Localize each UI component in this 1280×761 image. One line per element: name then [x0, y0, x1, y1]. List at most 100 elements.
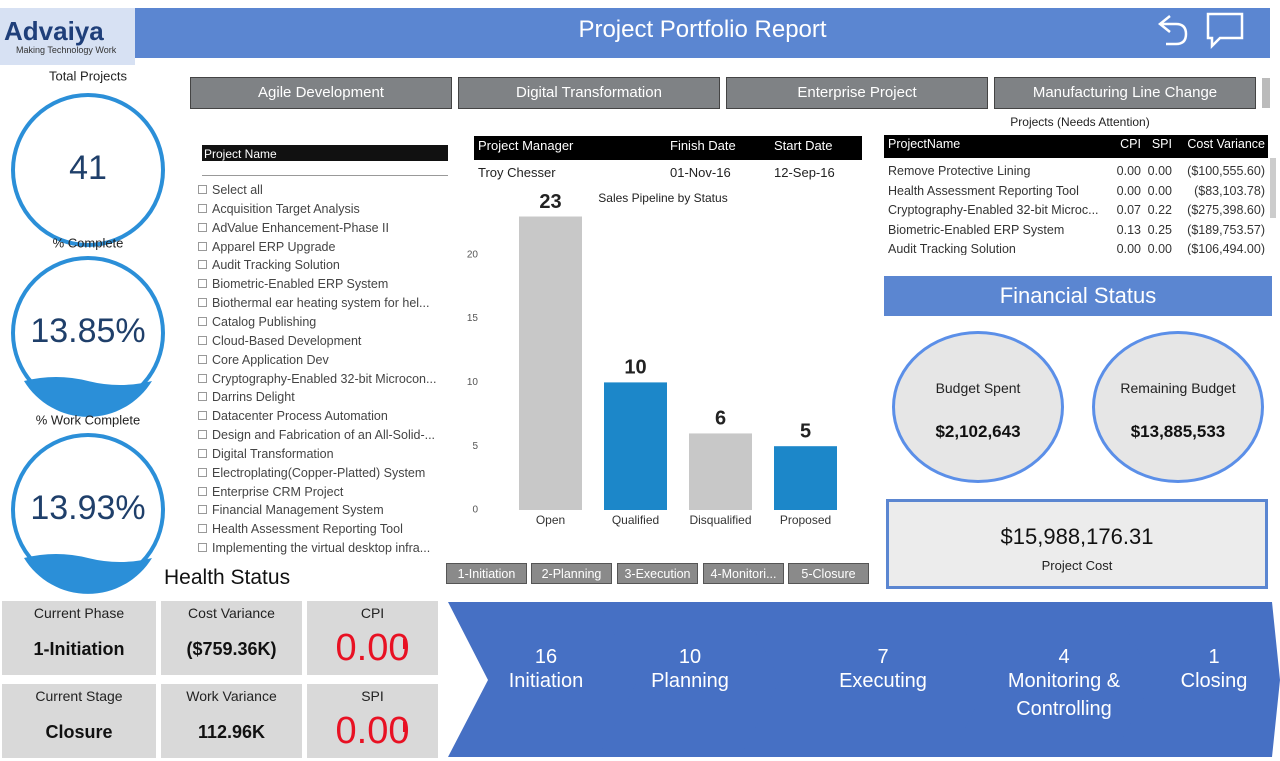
- checkbox[interactable]: [198, 260, 207, 270]
- alert-marker: [403, 722, 405, 732]
- phase-chevron: [950, 602, 1192, 757]
- slicer-item[interactable]: Cryptography-Enabled 32-bit Microcon...: [212, 371, 437, 386]
- budget-value: $13,885,533: [1130, 422, 1226, 441]
- checkbox[interactable]: [198, 430, 207, 440]
- slicer-item[interactable]: Apparel ERP Upgrade: [212, 239, 336, 254]
- slicer-item[interactable]: Implementing the virtual desktop infra..…: [212, 541, 431, 556]
- checkbox[interactable]: [198, 524, 207, 534]
- slicer-item[interactable]: Enterprise CRM Project: [212, 484, 344, 499]
- checkbox[interactable]: [198, 203, 207, 213]
- column-header: Cost Variance: [1187, 137, 1265, 151]
- phase-chevron: [740, 602, 1030, 757]
- checkbox[interactable]: [198, 411, 207, 421]
- checkbox[interactable]: [198, 316, 207, 326]
- comment-icon[interactable]: [1206, 12, 1244, 50]
- checkbox[interactable]: [198, 298, 207, 308]
- slicer-item[interactable]: Electroplating(Copper-Platted) System: [212, 465, 426, 480]
- table-cell: 12-Sep-16: [774, 165, 835, 180]
- phase-button[interactable]: 4-Monitori...: [703, 563, 784, 584]
- checkbox[interactable]: [198, 392, 207, 402]
- kpi-wave: [24, 554, 152, 594]
- table-cell: 0.00: [1116, 164, 1141, 178]
- cost-value: $15,988,176.31: [1000, 524, 1154, 549]
- table-cell: ($275,398.60): [1187, 203, 1265, 217]
- card-label: Current Stage: [35, 688, 123, 704]
- slicer-item[interactable]: AdValue Enhancement-Phase II: [212, 220, 389, 235]
- checkbox[interactable]: [198, 543, 207, 553]
- phase-button[interactable]: 3-Execution: [617, 563, 698, 584]
- phase-button[interactable]: 2-Planning: [531, 563, 612, 584]
- slicer-item[interactable]: Biothermal ear heating system for hel...: [212, 296, 430, 311]
- checkbox[interactable]: [198, 467, 207, 477]
- checkbox[interactable]: [198, 241, 207, 251]
- card-value: 1-Initiation: [33, 639, 125, 659]
- card-value: 0.00: [335, 710, 410, 752]
- card-value: ($759.36K): [186, 639, 277, 659]
- kpi-ring: [11, 93, 165, 247]
- slicer-item[interactable]: Health Assessment Reporting Tool: [212, 522, 403, 537]
- table-cell: Cryptography-Enabled 32-bit Microc...: [888, 203, 1099, 217]
- y-tick-label: 0: [472, 505, 478, 516]
- health-card: [307, 684, 438, 758]
- alert-marker: [403, 639, 405, 649]
- health-card: [161, 684, 302, 758]
- bar-chart: Sales Pipeline by Status 0 5 10 15 20 Open 23 Qu…: [467, 191, 837, 527]
- card-label: Current Phase: [33, 605, 125, 621]
- report-title: Project Portfolio Report: [578, 16, 827, 43]
- table-cell: 0.00: [1147, 242, 1172, 255]
- phase-count: 1: [1208, 646, 1220, 668]
- table-cell: 0.00: [1147, 184, 1172, 198]
- table-cell: 0.13: [1116, 223, 1141, 237]
- phase-count: 16: [534, 646, 558, 668]
- column-header: ProjectName: [888, 137, 961, 151]
- slicer-item[interactable]: Biometric-Enabled ERP System: [212, 277, 389, 292]
- table-cell: 0.22: [1147, 203, 1172, 217]
- phase-label: Initiation: [508, 670, 584, 692]
- column-header: CPI: [1120, 137, 1141, 151]
- section-title: Health Status: [164, 566, 291, 589]
- table-cell: ($100,555.60): [1187, 164, 1265, 178]
- checkbox[interactable]: [198, 486, 207, 496]
- back-icon[interactable]: [1157, 15, 1188, 46]
- y-tick-label: 10: [467, 377, 479, 388]
- checkbox[interactable]: [198, 335, 207, 345]
- tagline: Making Technology Work: [16, 45, 117, 55]
- table-cell: Audit Tracking Solution: [888, 242, 1016, 255]
- table-cell: 01-Nov-16: [670, 165, 731, 180]
- tab-button[interactable]: Digital Transformation: [458, 77, 720, 109]
- card-label: SPI: [361, 688, 384, 704]
- y-tick-label: 15: [467, 313, 479, 324]
- chart-title: Sales Pipeline by Status: [598, 191, 727, 205]
- checkbox[interactable]: [198, 279, 207, 289]
- slicer-item[interactable]: Datacenter Process Automation: [212, 409, 388, 424]
- bar: [689, 433, 752, 510]
- slicer-item[interactable]: Digital Transformation: [212, 446, 334, 461]
- phase-button[interactable]: 1-Initiation: [446, 563, 527, 584]
- tab-button[interactable]: Enterprise Project: [726, 77, 988, 109]
- checkbox[interactable]: [198, 448, 207, 458]
- cost-label: Project Cost: [1041, 558, 1113, 573]
- column-header: Finish Date: [670, 138, 736, 153]
- slicer-item[interactable]: Catalog Publishing: [212, 314, 317, 329]
- slicer-item[interactable]: Select all: [212, 183, 263, 197]
- checkbox[interactable]: [198, 185, 207, 194]
- slicer-item[interactable]: Cloud-Based Development: [212, 333, 362, 348]
- checkbox[interactable]: [198, 373, 207, 383]
- phase-label: Planning: [651, 670, 729, 692]
- slicer-item[interactable]: Acquisition Target Analysis: [212, 201, 360, 216]
- slicer-item[interactable]: Financial Management System: [212, 503, 384, 518]
- table-cell: 0.00: [1116, 184, 1141, 198]
- slicer-item[interactable]: Design and Fabrication of an All-Solid-.…: [212, 428, 436, 443]
- tab-scrollbar: [1262, 78, 1270, 108]
- slicer-item[interactable]: Audit Tracking Solution: [212, 258, 340, 273]
- tab-button[interactable]: Manufacturing Line Change: [994, 77, 1256, 109]
- table-cell: ($106,494.00): [1187, 242, 1265, 255]
- slicer-item[interactable]: Core Application Dev: [212, 352, 329, 367]
- checkbox[interactable]: [198, 505, 207, 515]
- phase-button[interactable]: 5-Closure: [788, 563, 869, 584]
- checkbox[interactable]: [198, 222, 207, 232]
- slicer-item[interactable]: Darrins Delight: [212, 390, 295, 405]
- checkbox[interactable]: [198, 354, 207, 364]
- card-label: CPI: [360, 605, 385, 621]
- tab-button[interactable]: Agile Development: [190, 77, 452, 109]
